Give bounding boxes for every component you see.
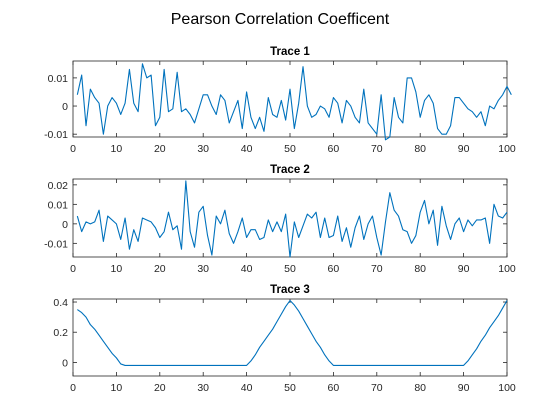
- x-tick-label: 30: [197, 143, 209, 155]
- x-tick-label: 40: [241, 263, 253, 275]
- x-tick-label: 60: [328, 143, 340, 155]
- x-tick-label: 60: [328, 263, 340, 275]
- x-tick-label: 20: [154, 263, 166, 275]
- x-tick-label: 50: [284, 143, 296, 155]
- x-tick-label: 90: [458, 382, 470, 394]
- series-line: [77, 299, 508, 366]
- x-tick-label: 90: [458, 263, 470, 275]
- x-tick-label: 100: [498, 382, 516, 394]
- x-tick-label: 50: [284, 382, 296, 394]
- y-tick-label: 0.2: [53, 327, 68, 339]
- y-tick-label: 0: [62, 219, 68, 231]
- series-line: [76, 63, 512, 141]
- x-tick-label: 40: [241, 382, 253, 394]
- x-tick-label: 60: [328, 382, 340, 394]
- y-tick-label: 0: [62, 101, 68, 113]
- y-tick-label: 0: [62, 357, 68, 369]
- axes-box: [72, 298, 508, 377]
- subplot-title: Trace 2: [270, 164, 310, 176]
- x-tick-label: 80: [414, 382, 426, 394]
- x-tick-label: 70: [371, 143, 383, 155]
- x-tick-label: 0: [70, 143, 76, 155]
- x-tick-label: 50: [284, 263, 296, 275]
- subplot-title: Trace 3: [270, 284, 310, 296]
- x-tick-label: 40: [241, 143, 253, 155]
- x-tick-label: 10: [111, 263, 123, 275]
- figure-title: Pearson Correlation Coefficent: [171, 11, 390, 28]
- y-tick-label: 0.4: [53, 297, 68, 309]
- x-tick-label: 100: [498, 263, 516, 275]
- x-tick-label: 0: [70, 382, 76, 394]
- series-line: [76, 180, 508, 258]
- x-tick-label: 30: [197, 263, 209, 275]
- x-tick-label: 20: [154, 143, 166, 155]
- x-tick-label: 100: [498, 143, 516, 155]
- x-tick-label: 70: [371, 263, 383, 275]
- subplot-trace-2: Trace 2 0 10 20 30 40 50 60 70 80 90 100 -0.01 0 0.01…: [44, 164, 516, 275]
- x-tick-label: 10: [111, 382, 123, 394]
- x-tick-label: 80: [414, 263, 426, 275]
- y-tick-label: 0.02: [48, 180, 69, 192]
- x-tick-label: 30: [197, 382, 209, 394]
- axes-box: [72, 60, 508, 138]
- x-tick-label: 10: [111, 143, 123, 155]
- x-tick-label: 90: [458, 143, 470, 155]
- axes-box: [72, 178, 508, 258]
- subplot-trace-3: Trace 3 0 10 20 30 40 50 60 70 80 90 100 0 0.2 0.4: [53, 284, 516, 394]
- x-tick-label: 0: [70, 263, 76, 275]
- y-tick-label: -0.01: [44, 129, 68, 141]
- x-tick-label: 20: [154, 382, 166, 394]
- x-tick-label: 70: [371, 382, 383, 394]
- subplot-title: Trace 1: [270, 46, 310, 58]
- y-tick-label: 0.01: [48, 73, 69, 85]
- y-tick-label: -0.01: [44, 238, 68, 250]
- y-tick-label: 0.01: [48, 199, 69, 211]
- x-tick-label: 80: [414, 143, 426, 155]
